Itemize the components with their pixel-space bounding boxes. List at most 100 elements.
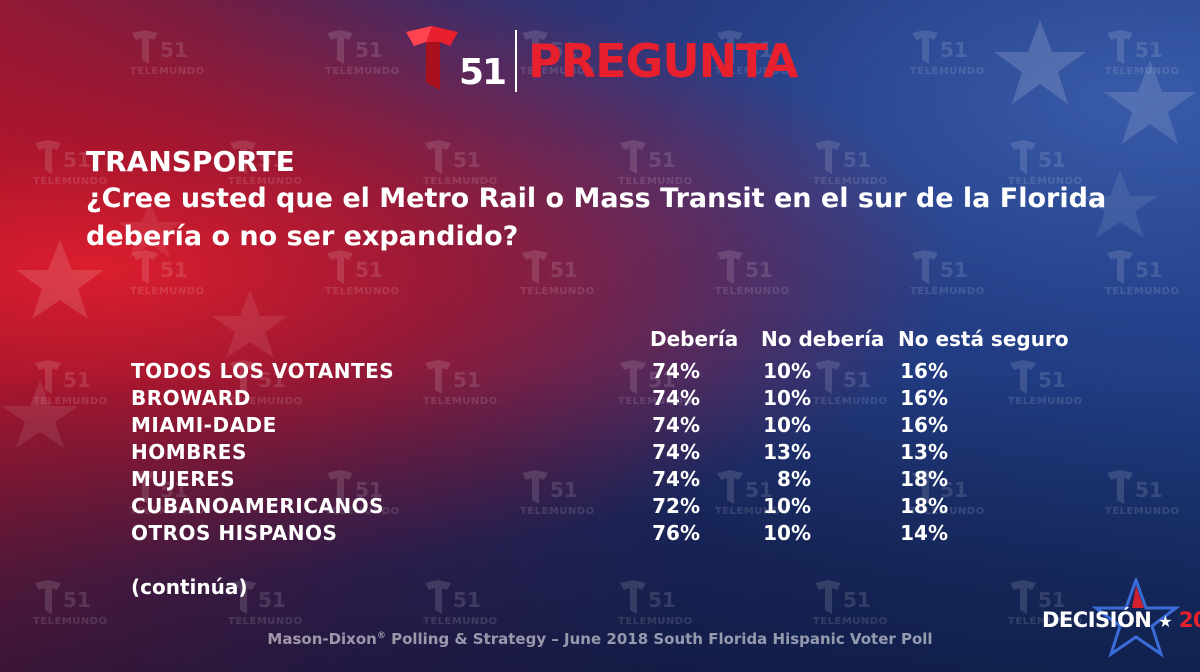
- watermark-number: 51: [648, 588, 676, 612]
- table-row: MUJERES 74% 8% 18%: [131, 467, 1091, 494]
- watermark-number: 51: [63, 588, 91, 612]
- value-no-deberia: 10%: [763, 359, 811, 383]
- watermark-number: 51: [258, 148, 286, 172]
- watermark-label: TELEMUNDO: [1008, 616, 1083, 627]
- watermark-number: 51: [355, 478, 383, 502]
- watermark-label: TELEMUNDO: [813, 176, 888, 187]
- watermark-label: TELEMUNDO: [325, 506, 400, 517]
- watermark-number: 51: [940, 478, 968, 502]
- telemundo-watermark: 51 TELEMUNDO: [1105, 470, 1181, 520]
- value-no-esta-seguro: 16%: [900, 386, 948, 410]
- telemundo-watermark: 51 TELEMUNDO: [1008, 580, 1084, 630]
- telemundo-t-icon: [815, 360, 841, 394]
- telemundo-watermark: 51 TELEMUNDO: [130, 30, 206, 80]
- telemundo-watermark: 51 TELEMUNDO: [423, 140, 499, 190]
- telemundo-t-icon: [327, 30, 353, 64]
- value-no-deberia: 8%: [777, 467, 811, 491]
- telemundo-watermark: 51 TELEMUNDO: [715, 250, 791, 300]
- value-no-deberia: 10%: [763, 521, 811, 545]
- telemundo-t-icon: [815, 580, 841, 614]
- telemundo-t-icon: [132, 250, 158, 284]
- watermark-number: 51: [1135, 38, 1163, 62]
- watermark-number: 51: [843, 148, 871, 172]
- watermark-label: TELEMUNDO: [520, 286, 595, 297]
- telemundo-watermark: 51 TELEMUNDO: [813, 360, 889, 410]
- telemundo-t-icon: [912, 470, 938, 504]
- telemundo-t-icon: [230, 140, 256, 174]
- watermark-label: TELEMUNDO: [715, 66, 790, 77]
- watermark-label: TELEMUNDO: [813, 396, 888, 407]
- telemundo-t-icon: [815, 140, 841, 174]
- value-no-deberia: 10%: [763, 386, 811, 410]
- watermark-number: 51: [453, 368, 481, 392]
- telemundo-watermark: 51 TELEMUNDO: [910, 470, 986, 520]
- telemundo-watermark: 51 TELEMUNDO: [715, 30, 791, 80]
- watermark-label: TELEMUNDO: [618, 176, 693, 187]
- telemundo-watermark: 51 TELEMUNDO: [228, 360, 304, 410]
- telemundo-watermark: 51 TELEMUNDO: [33, 580, 109, 630]
- watermark-number: 51: [1135, 478, 1163, 502]
- watermark-number: 51: [355, 258, 383, 282]
- watermark-label: TELEMUNDO: [910, 66, 985, 77]
- telemundo-watermark: 51 TELEMUNDO: [1008, 360, 1084, 410]
- watermark-label: TELEMUNDO: [423, 616, 498, 627]
- header-title: PREGUNTA: [528, 34, 799, 88]
- watermark-number: 51: [1038, 148, 1066, 172]
- decision-2018-logo: DECISIÓN ★ 2018: [1042, 608, 1200, 632]
- watermark-number: 51: [745, 478, 773, 502]
- row-label: OTROS HISPANOS: [131, 521, 338, 545]
- telemundo-t-icon: [1107, 30, 1133, 64]
- registered-mark: ®: [376, 631, 386, 641]
- watermark-number: 51: [1135, 258, 1163, 282]
- watermark-number: 51: [160, 258, 188, 282]
- watermark-label: TELEMUNDO: [130, 506, 205, 517]
- telemundo-t-icon: [327, 250, 353, 284]
- telemundo-t-icon: [132, 470, 158, 504]
- value-no-esta-seguro: 18%: [900, 494, 948, 518]
- telemundo-watermark: 51 TELEMUNDO: [813, 140, 889, 190]
- telemundo-t-icon: [327, 470, 353, 504]
- telemundo-t-icon: [1010, 360, 1036, 394]
- table-row: CUBANOAMERICANOS 72% 10% 18%: [131, 494, 1091, 521]
- telemundo-t-icon: [912, 250, 938, 284]
- telemundo-t-icon: [620, 140, 646, 174]
- watermark-number: 51: [745, 258, 773, 282]
- watermark-label: TELEMUNDO: [618, 616, 693, 627]
- telemundo-t-icon: [1010, 580, 1036, 614]
- telemundo-watermark: 51 TELEMUNDO: [618, 140, 694, 190]
- row-label: MIAMI-DADE: [131, 413, 277, 437]
- value-deberia: 74%: [652, 359, 700, 383]
- telemundo-watermark: 51 TELEMUNDO: [228, 580, 304, 630]
- watermark-number: 51: [63, 368, 91, 392]
- telemundo-watermark: 51 TELEMUNDO: [715, 470, 791, 520]
- telemundo-t-icon: [35, 140, 61, 174]
- telemundo-watermark: 51 TELEMUNDO: [813, 580, 889, 630]
- watermark-label: TELEMUNDO: [130, 286, 205, 297]
- telemundo-t-icon: [522, 470, 548, 504]
- watermark-label: TELEMUNDO: [715, 506, 790, 517]
- telemundo-t-icon: [912, 30, 938, 64]
- row-label: TODOS LOS VOTANTES: [131, 359, 395, 383]
- row-label: MUJERES: [131, 467, 236, 491]
- watermark-label: TELEMUNDO: [715, 286, 790, 297]
- watermark-number: 51: [550, 258, 578, 282]
- telemundo-watermark: 51 TELEMUNDO: [228, 140, 304, 190]
- telemundo-watermark: 51 TELEMUNDO: [130, 470, 206, 520]
- telemundo-watermark: 51 TELEMUNDO: [423, 360, 499, 410]
- value-deberia: 74%: [652, 386, 700, 410]
- table-row: HOMBRES 74% 13% 13%: [131, 440, 1091, 467]
- watermark-label: TELEMUNDO: [228, 616, 303, 627]
- telemundo-watermark: 51 TELEMUNDO: [910, 30, 986, 80]
- watermark-label: TELEMUNDO: [423, 396, 498, 407]
- table-row: TODOS LOS VOTANTES 74% 10% 16%: [131, 359, 1091, 386]
- value-deberia: 74%: [652, 440, 700, 464]
- watermark-number: 51: [160, 478, 188, 502]
- watermark-label: TELEMUNDO: [618, 396, 693, 407]
- telemundo-watermark: 51 TELEMUNDO: [423, 580, 499, 630]
- telemundo-t-icon: [425, 360, 451, 394]
- watermark-label: TELEMUNDO: [325, 66, 400, 77]
- header-divider: [515, 30, 517, 92]
- telemundo-t-icon: [522, 250, 548, 284]
- watermark-label: TELEMUNDO: [228, 176, 303, 187]
- watermark-number: 51: [550, 38, 578, 62]
